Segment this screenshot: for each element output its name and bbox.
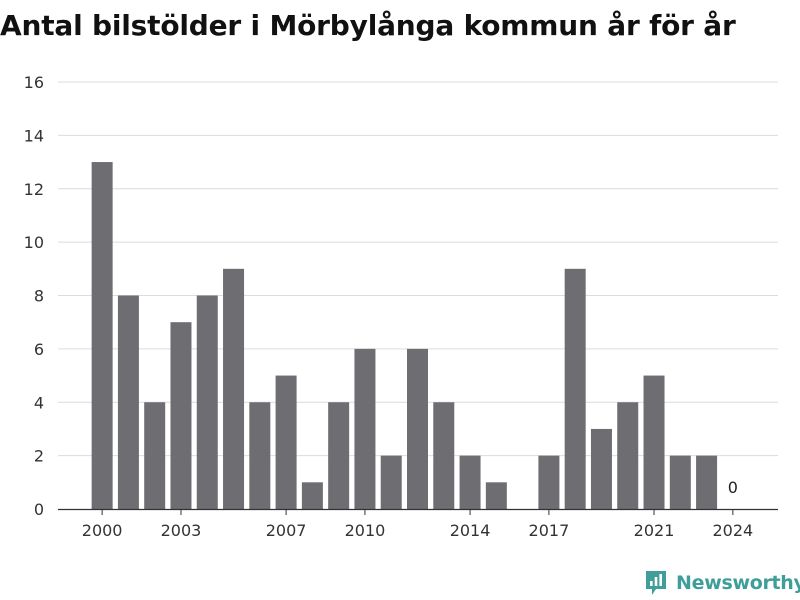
- bar-2023: [696, 455, 718, 509]
- bar-2007: [275, 375, 297, 509]
- x-tick-label: 2007: [266, 521, 307, 540]
- y-tick-label: 0: [34, 500, 44, 519]
- data-label-2024: 0: [728, 478, 738, 497]
- data-labels: 0: [728, 478, 738, 497]
- y-tick-label: 16: [24, 73, 44, 92]
- y-tick-label: 12: [24, 180, 44, 199]
- y-tick-label: 2: [34, 447, 44, 466]
- y-tick-label: 6: [34, 340, 44, 359]
- x-tick-label: 2024: [713, 521, 754, 540]
- bar-2022: [669, 455, 691, 509]
- bar-2012: [407, 348, 428, 509]
- newsworthy-logo-icon: [646, 571, 666, 595]
- bars: [91, 162, 718, 509]
- bar-2003: [170, 322, 192, 509]
- bar-2006: [249, 402, 271, 509]
- bar-2000: [91, 162, 113, 509]
- bar-2001: [117, 295, 139, 509]
- bar-2018: [564, 268, 586, 509]
- x-axis-tick-labels: 2000 2003 2007 2010 2014 2017 2021 2024: [82, 509, 753, 540]
- chart-title: Antal bilstölder i Mörbylånga kommun år …: [0, 9, 736, 42]
- x-tick-label: 2021: [634, 521, 675, 540]
- bar-2019: [590, 428, 612, 509]
- bar-2005: [223, 268, 245, 509]
- y-tick-label: 4: [34, 393, 44, 412]
- x-tick-label: 2017: [529, 521, 570, 540]
- bar-2009: [328, 402, 350, 509]
- y-tick-label: 8: [34, 287, 44, 306]
- bar-2010: [354, 348, 376, 509]
- bar-2013: [433, 402, 455, 509]
- x-tick-label: 2000: [82, 521, 123, 540]
- bar-2002: [144, 402, 166, 509]
- bar-2008: [301, 482, 323, 509]
- bar-2014: [459, 455, 481, 509]
- x-tick-label: 2014: [450, 521, 491, 540]
- bar-2017: [538, 455, 560, 509]
- y-tick-label: 10: [24, 233, 44, 252]
- y-axis-tick-labels: 0 2 4 6 8 10 12 14 16: [24, 73, 44, 519]
- bar-2021: [643, 375, 665, 509]
- x-tick-label: 2010: [345, 521, 386, 540]
- brand-name: Newsworthy: [676, 572, 800, 594]
- bar-2015: [485, 482, 507, 509]
- y-tick-label: 14: [24, 126, 44, 145]
- x-tick-label: 2003: [161, 521, 202, 540]
- bar-2004: [196, 295, 218, 509]
- brand-logo: Newsworthy: [644, 568, 800, 598]
- bar-2011: [380, 455, 402, 509]
- bar-2020: [617, 402, 639, 509]
